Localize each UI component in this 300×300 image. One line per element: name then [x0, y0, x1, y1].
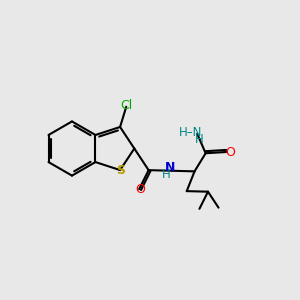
Text: O: O	[225, 146, 235, 158]
Text: O: O	[136, 183, 146, 196]
Text: N: N	[165, 161, 175, 174]
Text: H: H	[162, 168, 171, 181]
Text: H: H	[195, 133, 204, 146]
Text: H–N: H–N	[179, 126, 202, 139]
Text: Cl: Cl	[120, 99, 132, 112]
Text: S: S	[116, 164, 125, 177]
